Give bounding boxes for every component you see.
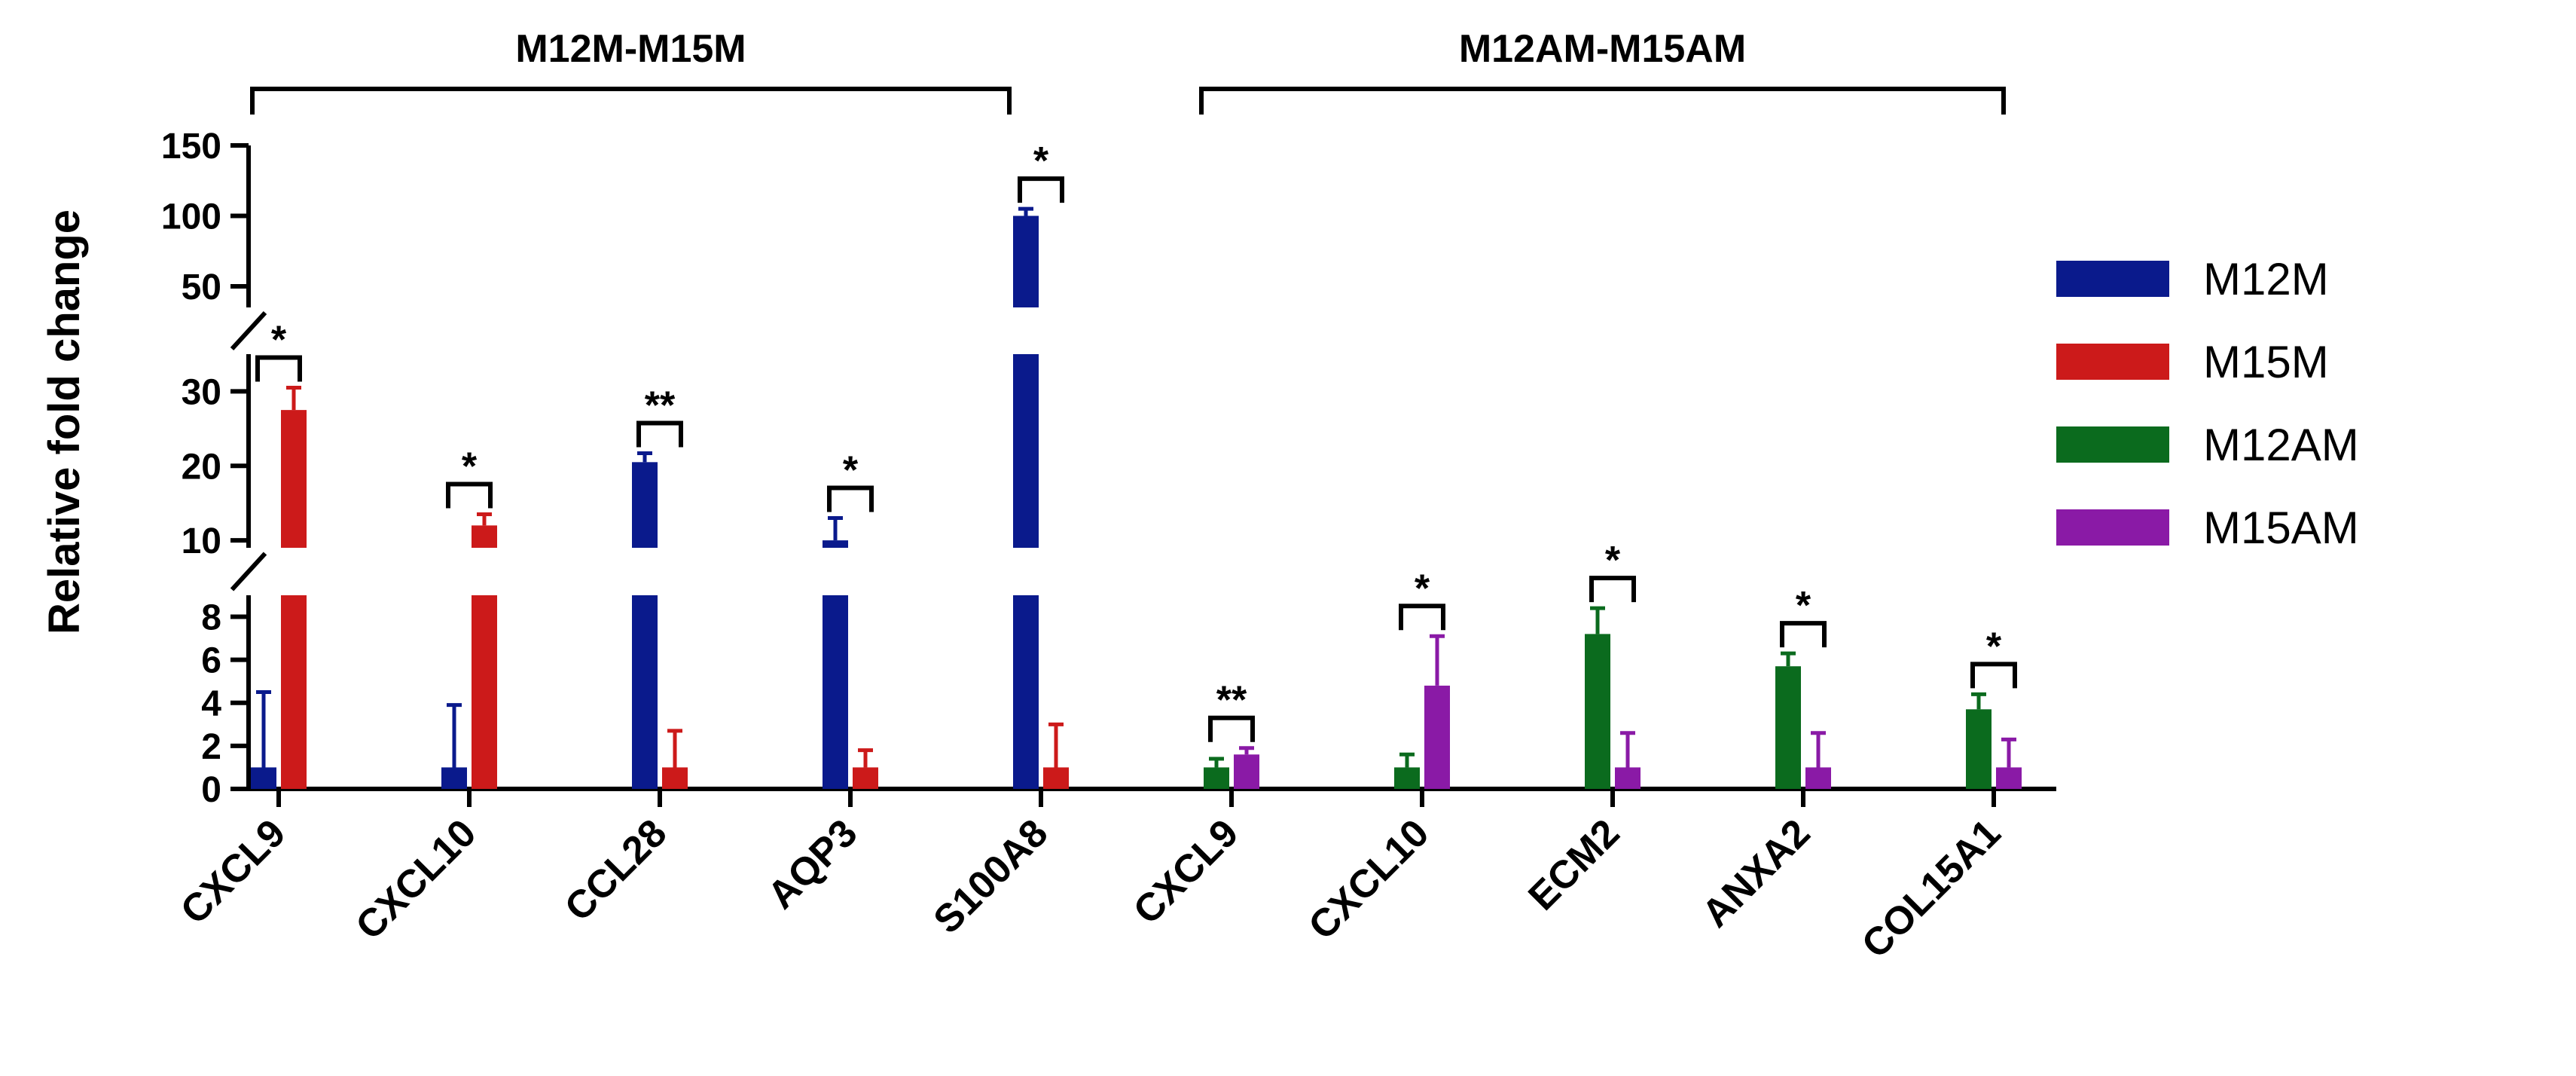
significance-label: * [1033, 139, 1049, 183]
y-tick-label: 6 [201, 641, 221, 681]
y-tick-label: 10 [182, 521, 221, 561]
legend-label-m15am: M15AM [2203, 502, 2359, 553]
bar [1204, 767, 1229, 789]
bar [632, 595, 658, 789]
bar [472, 525, 497, 548]
y-tick-label: 8 [201, 598, 221, 638]
significance-label: * [462, 445, 478, 489]
bar [1424, 685, 1450, 789]
y-axis-label: Relative fold change [40, 209, 89, 634]
y-tick-label: 20 [182, 447, 221, 487]
x-tick-label: CXCL9 [172, 811, 295, 933]
legend-item-m12m: M12M [2056, 249, 2538, 309]
legend-label-m15m: M15M [2203, 336, 2329, 387]
y-tick-label: 50 [182, 267, 221, 307]
bar [823, 540, 848, 548]
legend-swatch-m15am [2056, 509, 2169, 546]
bar [441, 767, 467, 789]
y-tick-label: 100 [161, 197, 221, 237]
significance-label: * [1796, 584, 1811, 628]
significance-bracket [1208, 715, 1255, 742]
legend-label-m12m: M12M [2203, 253, 2329, 304]
legend-item-m15m: M15M [2056, 332, 2538, 392]
x-tick-label: ECM2 [1520, 811, 1628, 919]
significance-bracket [255, 355, 302, 382]
bar [281, 410, 307, 548]
legend-swatch-m12am [2056, 426, 2169, 463]
bar [662, 767, 688, 789]
significance-bracket [827, 485, 874, 512]
x-tick-label: CXCL10 [347, 811, 484, 948]
significance-bracket [1970, 662, 2017, 689]
group-bracket [1199, 87, 2006, 115]
bar [853, 767, 878, 789]
bar [1996, 767, 2022, 789]
bar [472, 595, 497, 789]
significance-label: ** [645, 384, 676, 427]
bar [1043, 767, 1069, 789]
significance-label: * [271, 318, 287, 362]
x-tick-label: COL15A1 [1854, 811, 2010, 967]
significance-label: * [1415, 567, 1430, 610]
bar [1805, 767, 1831, 789]
y-tick-label: 150 [161, 127, 221, 167]
significance-bracket [1018, 176, 1064, 203]
bar [1615, 767, 1641, 789]
x-tick-label: AQP3 [759, 811, 865, 917]
x-tick-label: S100A8 [926, 811, 1057, 942]
legend-item-m12am: M12AM [2056, 414, 2538, 475]
y-tick-label: 4 [201, 684, 221, 724]
x-tick-label: CCL28 [557, 811, 675, 929]
x-tick-label: ANXA2 [1694, 811, 1819, 936]
group-label: M12M-M15M [515, 27, 746, 71]
bar [1013, 354, 1039, 548]
significance-label: * [1605, 539, 1621, 582]
significance-bracket [1399, 604, 1445, 631]
significance-bracket [446, 481, 493, 509]
bar [1234, 754, 1259, 789]
axis-break-mark [230, 552, 267, 591]
legend-swatch-m15m [2056, 344, 2169, 380]
x-tick-label: CXCL10 [1300, 811, 1437, 948]
legend-item-m15am: M15AM [2056, 497, 2538, 558]
axis-break-mark [230, 310, 267, 351]
bar [1966, 709, 1992, 789]
bar [1394, 767, 1420, 789]
y-tick-label: 30 [182, 372, 221, 412]
group-label: M12AM-M15AM [1459, 27, 1746, 71]
bar [1585, 634, 1610, 789]
significance-label: ** [1216, 679, 1247, 723]
bar [632, 462, 658, 548]
group-bracket [250, 87, 1012, 115]
legend-swatch-m12m [2056, 261, 2169, 297]
y-tick-label: 2 [201, 727, 221, 767]
significance-bracket [1589, 576, 1636, 603]
significance-bracket [1780, 621, 1827, 648]
bar [823, 595, 848, 789]
bar [1013, 595, 1039, 789]
bar [281, 595, 307, 789]
significance-label: * [843, 448, 859, 492]
bar [1013, 216, 1039, 307]
significance-bracket [636, 420, 683, 448]
bar [251, 767, 276, 789]
legend-label-m12am: M12AM [2203, 419, 2359, 470]
legend: M12M M15M M12AM M15AM [2056, 249, 2538, 580]
bar [1775, 666, 1801, 789]
x-tick-label: CXCL9 [1125, 811, 1247, 933]
significance-label: * [1986, 625, 2002, 668]
y-tick-label: 0 [201, 770, 221, 810]
